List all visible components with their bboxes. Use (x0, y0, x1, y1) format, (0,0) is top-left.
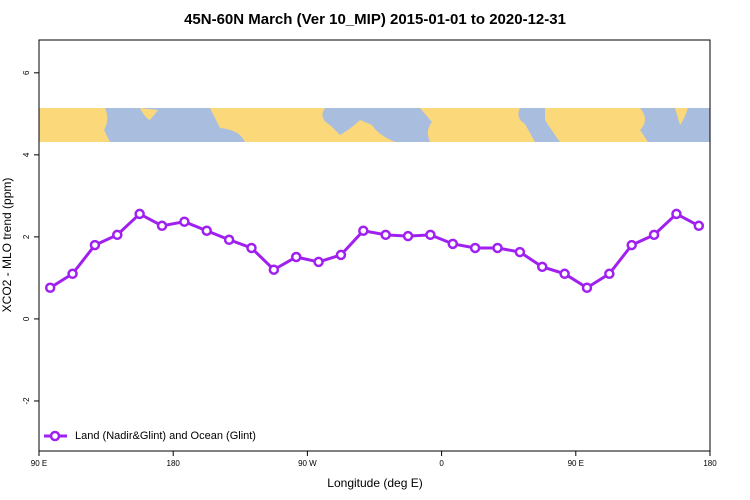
data-point (469, 242, 481, 254)
data-point (134, 208, 145, 220)
data-point (112, 229, 123, 241)
chart-title: 45N-60N March (Ver 10_MIP) 2015-01-01 to… (184, 11, 566, 28)
series-line (49, 212, 700, 290)
data-point (223, 234, 235, 246)
data-point (492, 242, 503, 254)
data-point (648, 229, 660, 241)
x-tick-label: 180 (703, 459, 717, 468)
map-band (39, 108, 710, 142)
land (39, 108, 110, 142)
y-tick-label: 0 (22, 316, 31, 321)
y-tick-label: 2 (22, 234, 31, 239)
x-tick-label: 180 (167, 459, 181, 468)
data-point (671, 208, 682, 220)
data-point (335, 249, 347, 261)
data-point (358, 225, 369, 236)
data-point (425, 229, 436, 241)
y-axis-label: XCO2 - MLO trend (ppm) (0, 178, 14, 313)
data-point (201, 225, 212, 236)
x-tick-label: 90 E (31, 459, 47, 468)
y-tick-label: 4 (22, 152, 31, 157)
data-point (246, 242, 257, 254)
data-point (179, 216, 190, 227)
data-point (447, 238, 459, 250)
x-tick-label: 90 E (568, 459, 584, 468)
data-point (380, 229, 391, 241)
data-point (290, 251, 302, 263)
data-point (402, 230, 414, 242)
data-point (44, 282, 56, 293)
data-point (581, 282, 593, 293)
land (140, 108, 158, 120)
data-point (268, 264, 280, 275)
x-tick-label: 0 (439, 459, 444, 468)
plot-frame (38, 39, 711, 452)
legend-label: Land (Nadir&Glint) and Ocean (Glint) (75, 430, 256, 442)
data-point (313, 256, 324, 268)
legend-marker (49, 430, 61, 442)
land (545, 108, 648, 142)
data-point (537, 261, 548, 273)
y-tick-label: -2 (22, 397, 31, 405)
data-point (559, 268, 570, 280)
y-tick-label: 6 (22, 70, 31, 75)
x-tick-label: 90 W (298, 459, 317, 468)
land (675, 108, 688, 125)
data-point (514, 246, 526, 258)
land (420, 108, 535, 142)
x-axis-label: Longitude (deg E) (327, 476, 422, 490)
data-point (67, 268, 78, 280)
data-point (693, 220, 705, 232)
data-point (626, 239, 637, 251)
data-point (89, 239, 101, 251)
land (210, 108, 395, 142)
data-point (156, 220, 168, 232)
data-point (604, 268, 615, 280)
